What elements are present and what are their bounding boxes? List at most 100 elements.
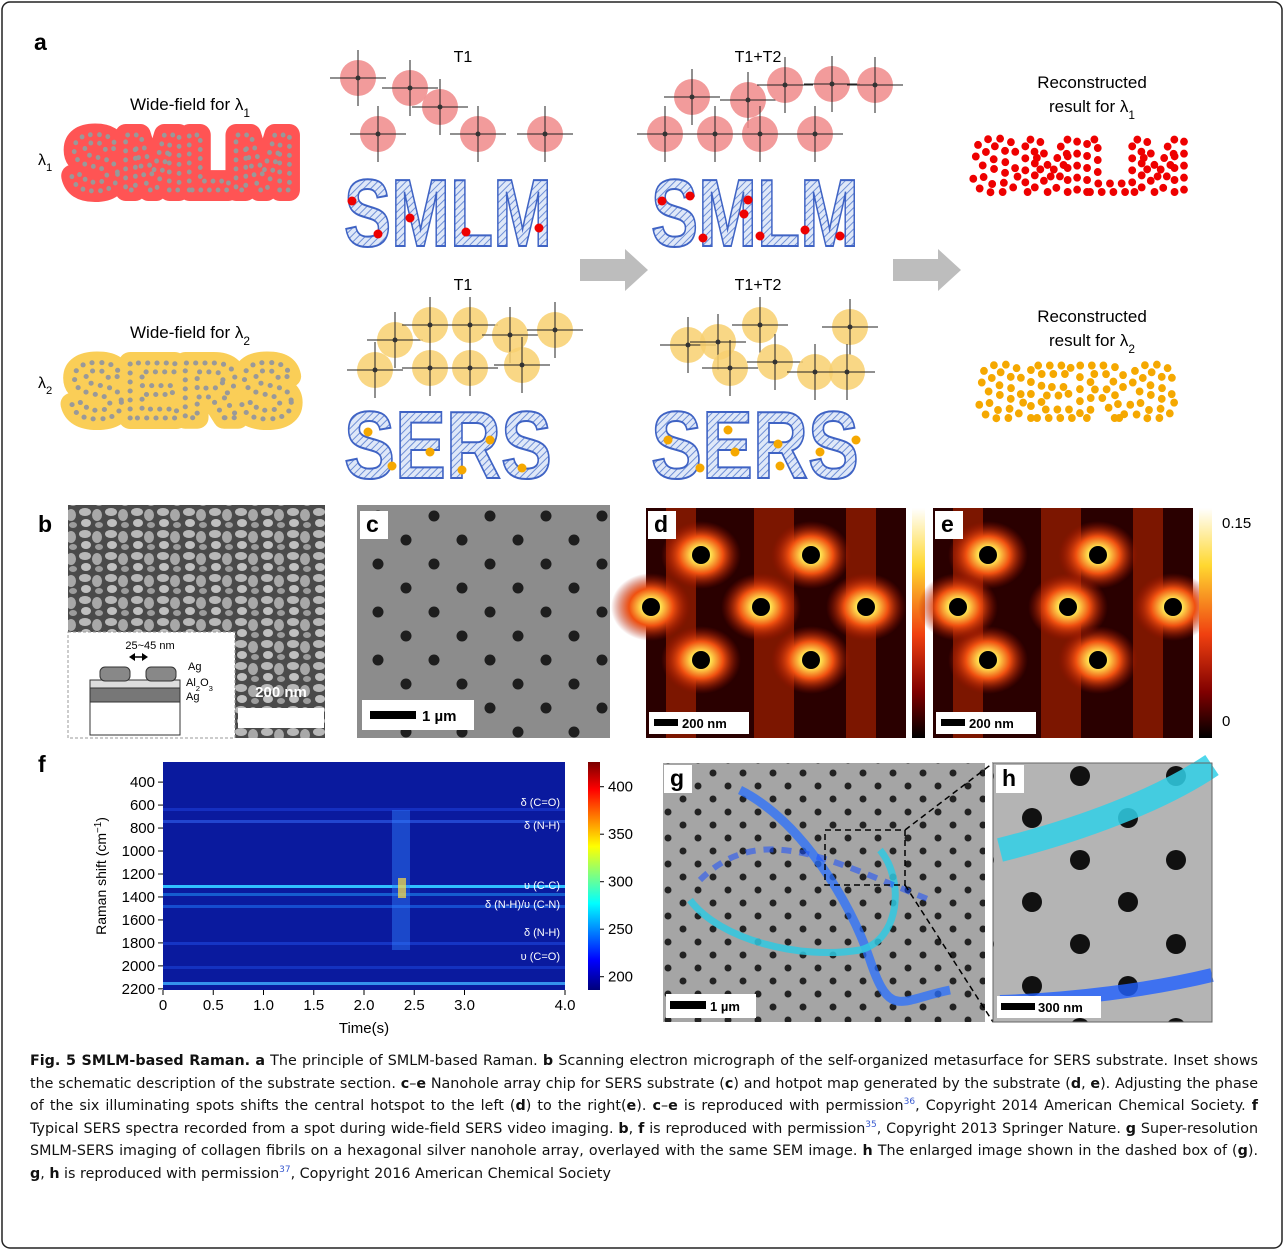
- inset-label-part: Al: [186, 677, 196, 689]
- localized-point: [696, 464, 705, 473]
- spectral-band: [163, 885, 565, 888]
- target-word: SERS: [651, 392, 859, 499]
- localized-point: [426, 448, 435, 457]
- caption-run: b: [543, 1053, 553, 1069]
- caption-run: e: [1090, 1076, 1100, 1092]
- y-tick-label: 1800: [122, 935, 155, 952]
- nanohole: [857, 598, 875, 616]
- localized-point: [686, 192, 695, 201]
- localized-point: [740, 210, 749, 219]
- frame-title: T1+T2: [735, 49, 782, 66]
- scale-bar: [941, 719, 965, 726]
- band-annotation: υ (C-C): [524, 880, 560, 892]
- center-point: [758, 323, 763, 328]
- x-axis-label: Time(s): [339, 1020, 389, 1037]
- x-tick-label: 0.5: [203, 997, 224, 1014]
- nanohole: [802, 651, 820, 669]
- caption-run: The principle of SMLM-based Raman.: [265, 1053, 543, 1069]
- localized-point: [658, 197, 667, 206]
- scale-label: 1 µm: [422, 708, 457, 725]
- center-point: [428, 366, 433, 371]
- target-word: SMLM: [651, 160, 859, 267]
- center-point: [713, 132, 718, 137]
- result-title-part: result for λ: [1049, 97, 1129, 116]
- y-tick-label: 2000: [122, 958, 155, 975]
- localized-point: [774, 440, 783, 449]
- caption-run: b: [618, 1121, 628, 1137]
- x-tick-label: 2.5: [404, 997, 425, 1014]
- center-point: [663, 132, 668, 137]
- band-annotation: δ (N-H): [524, 927, 560, 939]
- caption-run: g: [1238, 1143, 1248, 1159]
- inset-label-part: 25~45 nm: [125, 640, 174, 652]
- spectral-band: [163, 893, 565, 896]
- caption-run: Typical SERS spectra recorded from a spo…: [30, 1121, 618, 1137]
- localized-point: [374, 230, 383, 239]
- scale-label: 200 nm: [255, 684, 307, 701]
- spectral-band: [163, 820, 565, 823]
- result-title: Reconstructed: [1037, 307, 1147, 326]
- nanohole: [1059, 598, 1077, 616]
- center-point: [553, 328, 558, 333]
- center-point: [428, 323, 433, 328]
- localized-point: [486, 436, 495, 445]
- spectral-band: [163, 982, 565, 985]
- substrate: [90, 702, 180, 735]
- y-tick-label: 1600: [122, 912, 155, 929]
- y-tick-label: 2200: [122, 981, 155, 998]
- caption-run: ,: [629, 1121, 638, 1137]
- center-point: [746, 98, 751, 103]
- result-title: Reconstructed: [1037, 73, 1147, 92]
- band-annotation: δ (C=O): [521, 797, 560, 809]
- lambda-label-part: λ: [38, 375, 46, 392]
- burst: [398, 878, 406, 898]
- silver-island: [100, 667, 130, 681]
- panel-label: g: [670, 765, 684, 791]
- scale-label-part: 1 µm: [422, 708, 457, 725]
- center-point: [813, 132, 818, 137]
- scale-bar: [670, 1001, 706, 1009]
- caption-run: Fig. 5 SMLM-based Raman.: [30, 1053, 250, 1069]
- spectra-map: [163, 762, 565, 990]
- x-tick-label: 1.0: [253, 997, 274, 1014]
- panel-label: h: [1002, 765, 1016, 791]
- localized-point: [348, 197, 357, 206]
- frame-title: T1+T2: [735, 277, 782, 294]
- lambda-label-part: 2: [46, 385, 52, 397]
- scale-bar: [654, 719, 678, 726]
- nanohole: [949, 598, 967, 616]
- panel-label: f: [38, 751, 46, 777]
- wide-field-title-part: Wide-field for λ: [130, 323, 244, 342]
- spectral-band: [163, 966, 565, 969]
- frame-title: T1: [454, 277, 473, 294]
- caption-run: , Copyright 2013 Springer Nature.: [877, 1121, 1126, 1137]
- caption-run: c: [652, 1098, 660, 1114]
- localized-point: [744, 196, 753, 205]
- localized-point: [388, 462, 397, 471]
- center-point: [476, 132, 481, 137]
- y-tick-label: 1400: [122, 889, 155, 906]
- center-point: [508, 333, 513, 338]
- wide-field-dots: SMLM: [70, 118, 295, 207]
- caption-run: 35: [865, 1120, 876, 1130]
- nanohole: [692, 546, 710, 564]
- localized-point: [406, 214, 415, 223]
- panel-label: a: [34, 29, 47, 55]
- caption-run: is reproduced with permission: [60, 1166, 280, 1182]
- localized-point: [664, 436, 673, 445]
- center-point: [376, 132, 381, 137]
- lambda-label-part: λ: [38, 152, 46, 169]
- caption-run: f: [1252, 1098, 1258, 1114]
- inset-label: Ag: [186, 691, 199, 703]
- localized-point: [756, 232, 765, 241]
- localized-point: [535, 224, 544, 233]
- scale-label-part: 200 nm: [682, 716, 727, 731]
- center-point: [356, 76, 361, 81]
- localized-point: [852, 436, 861, 445]
- y-tick-label: 800: [130, 820, 155, 837]
- caption-run: is reproduced with permission: [678, 1098, 904, 1114]
- nanohole: [1089, 651, 1107, 669]
- localized-point: [776, 462, 785, 471]
- inset-label-part: Ag: [186, 691, 199, 703]
- band-annotation: δ (N-H)/υ (C-N): [485, 899, 560, 911]
